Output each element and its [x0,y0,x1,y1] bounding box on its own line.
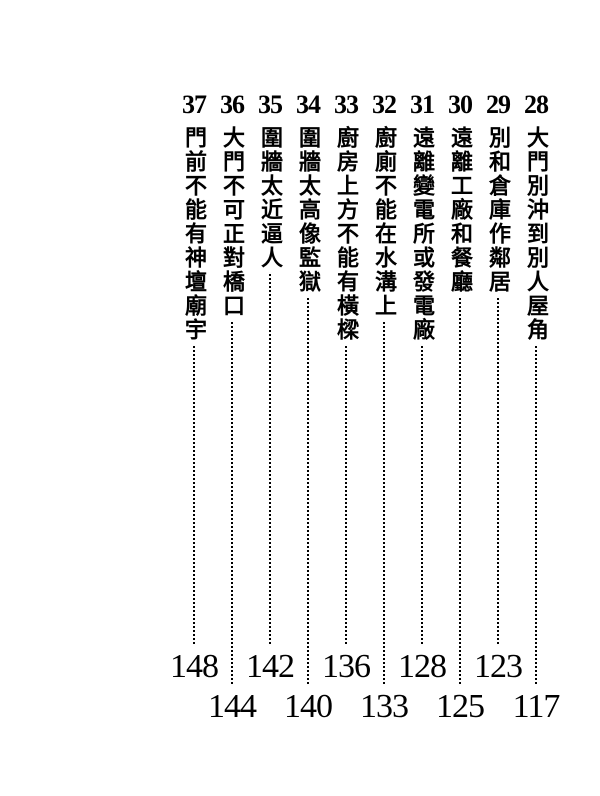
entry-number: 36 [214,90,250,120]
entry-number: 34 [290,90,326,120]
entry-number: 37 [176,90,212,120]
leader-dots [383,322,385,684]
toc-container: 28大門別沖到別人屋角11729別和倉庫作鄰居12330遠離工廠和餐廳12531… [0,90,600,730]
toc-entry: 34圍牆太高像監獄140 [290,90,326,710]
entry-number: 29 [480,90,516,120]
toc-entry: 36大門不可正對橋口144 [214,90,250,710]
toc-entry: 37門前不能有神壇廟宇148 [176,90,212,710]
toc-entry: 35圍牆太近逼人142 [252,90,288,710]
leader-dots [535,346,537,684]
entry-title: 遠離工廠和餐廳 [449,126,471,294]
entry-number: 30 [442,90,478,120]
toc-entry: 30遠離工廠和餐廳125 [442,90,478,710]
toc-entry: 33廚房上方不能有橫樑136 [328,90,364,710]
entry-title: 大門不可正對橋口 [221,126,243,318]
entry-number: 32 [366,90,402,120]
leader-dots [269,274,271,644]
toc-entry: 31遠離變電所或發電廠128 [404,90,440,710]
entry-number: 31 [404,90,440,120]
entry-title: 廚廁不能在水溝上 [373,126,395,318]
entry-number: 33 [328,90,364,120]
toc-entry: 29別和倉庫作鄰居123 [480,90,516,710]
leader-dots [459,298,461,684]
leader-dots [345,346,347,644]
entry-title: 廚房上方不能有橫樑 [335,126,357,342]
entry-title: 大門別沖到別人屋角 [525,126,547,342]
leader-dots [421,346,423,644]
entry-title: 別和倉庫作鄰居 [487,126,509,294]
leader-dots [497,298,499,644]
entry-number: 35 [252,90,288,120]
entry-page: 148 [164,648,224,686]
leader-dots [193,346,195,644]
entry-title: 遠離變電所或發電廠 [411,126,433,342]
entry-title: 門前不能有神壇廟宇 [183,126,205,342]
toc-entry: 32廚廁不能在水溝上133 [366,90,402,710]
leader-dots [307,298,309,684]
leader-dots [231,322,233,684]
toc-entry: 28大門別沖到別人屋角117 [518,90,554,710]
entry-title: 圍牆太高像監獄 [297,126,319,294]
entry-title: 圍牆太近逼人 [259,126,281,270]
entry-number: 28 [518,90,554,120]
